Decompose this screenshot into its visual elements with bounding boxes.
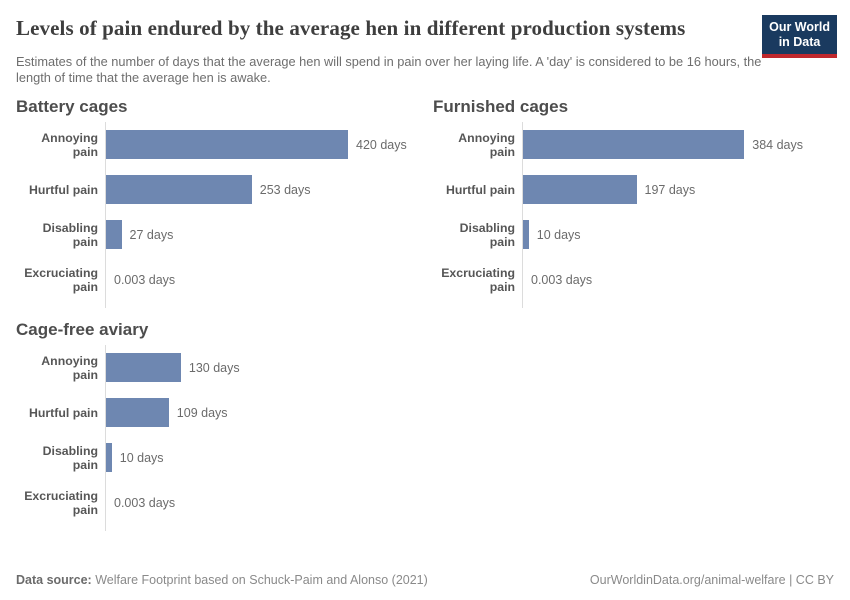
page-title: Levels of pain endured by the average he… xyxy=(16,16,686,40)
bar-zone: 420 days xyxy=(105,122,417,167)
bar-row: Annoying pain 130 days xyxy=(16,345,417,390)
value-label: 0.003 days xyxy=(114,272,176,287)
value-label: 384 days xyxy=(752,137,803,152)
panel-cage-free-aviary: Cage-free aviary Annoying pain 130 days Hu… xyxy=(16,320,417,531)
bar-row: Excruciating pain 0.003 days xyxy=(16,257,417,302)
category-label: Disabling pain xyxy=(42,220,98,249)
data-source-text: Welfare Footprint based on Schuck-Paim a… xyxy=(91,573,428,587)
bar xyxy=(106,220,122,249)
attribution-license-text: OurWorldinData.org/animal-welfare | CC B… xyxy=(589,573,834,587)
category-label: Hurtful pain xyxy=(29,405,98,420)
bar-row: Hurtful pain 197 days xyxy=(433,167,834,212)
data-source-label: Data source: xyxy=(16,573,92,587)
bar xyxy=(106,175,252,204)
bar-rows: Annoying pain 130 days Hurtful pain 109 day… xyxy=(16,345,417,525)
bar xyxy=(523,175,637,204)
panel-title-furnished-cages: Furnished cages xyxy=(433,97,569,116)
category-label: Excruciating pain xyxy=(441,265,515,294)
category-label: Excruciating pain xyxy=(24,488,98,517)
bar-row: Hurtful pain 109 days xyxy=(16,390,417,435)
value-label: 253 days xyxy=(259,182,311,197)
bar-row: Excruciating pain 0.003 days xyxy=(16,480,417,525)
panel-title-battery-cages: Battery cages xyxy=(16,97,128,116)
value-label: 10 days xyxy=(536,227,581,242)
bar-zone: 0.003 days xyxy=(522,257,834,302)
axis-line-tail xyxy=(522,302,834,308)
owid-logo-line2: in Data xyxy=(778,35,821,49)
value-label: 420 days xyxy=(356,137,407,152)
category-label: Annoying pain xyxy=(41,353,98,382)
bar-zone: 0.003 days xyxy=(105,257,417,302)
data-source-note: Data source: Welfare Footprint based on … xyxy=(16,573,428,587)
owid-logo-line1: Our World xyxy=(769,20,830,34)
panel-battery-cages: Battery cages Annoying pain 420 days Hurtf… xyxy=(16,97,417,308)
bar-row: Annoying pain 420 days xyxy=(16,122,417,167)
bar-row: Excruciating pain 0.003 days xyxy=(433,257,834,302)
category-label: Annoying pain xyxy=(41,130,98,159)
bar-row: Annoying pain 384 days xyxy=(433,122,834,167)
value-label: 0.003 days xyxy=(114,495,176,510)
category-label: Disabling pain xyxy=(459,220,515,249)
bar xyxy=(106,353,181,382)
chart-subtitle: Estimates of the number of days that the… xyxy=(16,54,762,85)
bar-rows: Annoying pain 384 days Hurtful pain 197 day… xyxy=(433,122,834,302)
axis-line-tail xyxy=(105,302,417,308)
category-label: Hurtful pain xyxy=(29,182,98,197)
bar-row: Disabling pain 10 days xyxy=(16,435,417,480)
value-label: 27 days xyxy=(129,227,174,242)
value-label: 0.003 days xyxy=(531,272,593,287)
bar-zone: 27 days xyxy=(105,212,417,257)
bar-row: Disabling pain 27 days xyxy=(16,212,417,257)
bar-row: Hurtful pain 253 days xyxy=(16,167,417,212)
axis-line-tail xyxy=(105,525,417,531)
bar-rows: Annoying pain 420 days Hurtful pain 253 day… xyxy=(16,122,417,302)
value-label: 197 days xyxy=(644,182,696,197)
panel-furnished-cages: Furnished cages Annoying pain 384 days Hur… xyxy=(433,97,834,308)
charts-grid: Battery cages Annoying pain 420 days Hurtf… xyxy=(16,97,834,531)
bar xyxy=(106,443,112,472)
bar-zone: 384 days xyxy=(522,122,834,167)
header: Levels of pain endured by the average he… xyxy=(16,14,837,86)
bar-row: Disabling pain 10 days xyxy=(433,212,834,257)
value-label: 10 days xyxy=(119,450,164,465)
footer: Data source: Welfare Footprint based on … xyxy=(16,573,834,587)
bar-zone: 0.003 days xyxy=(105,480,417,525)
owid-logo: Our World in Data xyxy=(762,15,837,58)
bar xyxy=(106,398,169,427)
bar-zone: 197 days xyxy=(522,167,834,212)
category-label: Annoying pain xyxy=(458,130,515,159)
category-label: Hurtful pain xyxy=(446,182,515,197)
category-label: Excruciating pain xyxy=(24,265,98,294)
bar-zone: 109 days xyxy=(105,390,417,435)
value-label: 109 days xyxy=(176,405,228,420)
panel-title-cage-free-aviary: Cage-free aviary xyxy=(16,320,149,339)
value-label: 130 days xyxy=(188,360,240,375)
bar xyxy=(523,130,745,159)
bar-zone: 10 days xyxy=(522,212,834,257)
bar-zone: 130 days xyxy=(105,345,417,390)
bar-zone: 10 days xyxy=(105,435,417,480)
bar xyxy=(523,220,529,249)
bar-zone: 253 days xyxy=(105,167,417,212)
category-label: Disabling pain xyxy=(42,443,98,472)
bar xyxy=(106,130,348,159)
